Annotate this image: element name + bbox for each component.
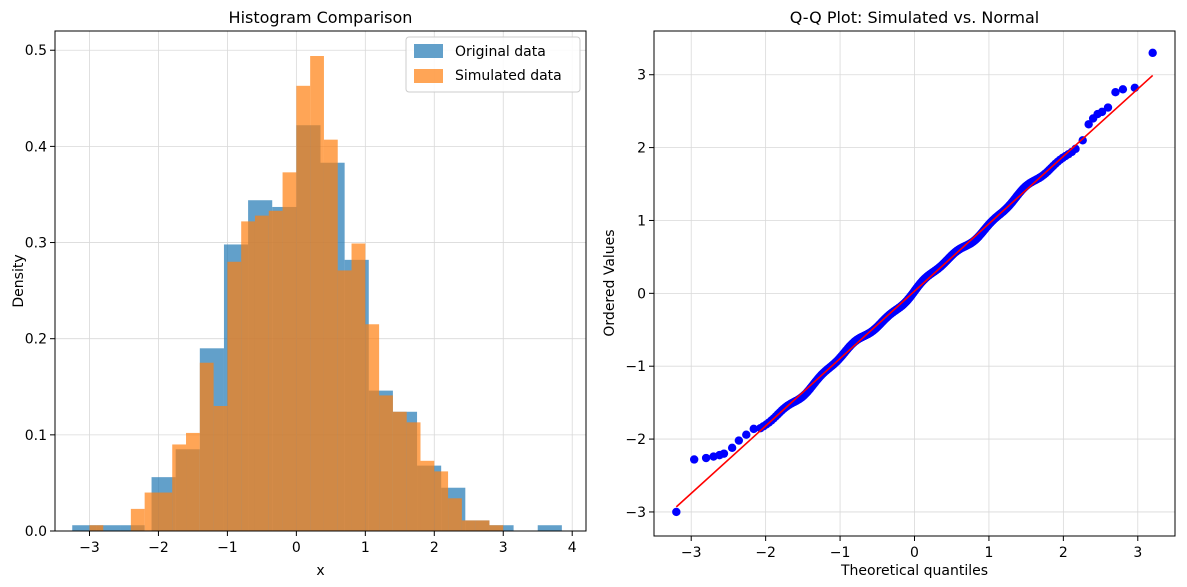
y-tick-label: 0 (637, 286, 646, 302)
simulated-bar (434, 471, 449, 531)
y-tick-label: 0.4 (25, 139, 47, 155)
simulated-bar (461, 520, 476, 531)
x-tick-label: −1 (830, 545, 851, 561)
simulated-bar (241, 221, 255, 531)
simulated-bar (392, 411, 407, 531)
original-bar (96, 525, 121, 531)
simulated-bar (172, 444, 187, 531)
simulated-bar (89, 525, 104, 531)
x-tick-label: −2 (755, 545, 776, 561)
qq-point (742, 430, 751, 439)
simulated-bar (213, 406, 228, 531)
y-tick-label: 2 (637, 141, 646, 157)
x-tick-label: 2 (430, 540, 439, 556)
qq-point (701, 453, 711, 463)
x-tick-label: −3 (79, 540, 100, 556)
qq-point (689, 455, 699, 464)
qq-ticks: −3 −2 −1 0 1 2 3 −3 −2 −1 0 1 2 3 (625, 68, 1142, 561)
simulated-bar (365, 324, 380, 531)
simulated-bar (337, 270, 352, 531)
x-tick-label: 3 (1133, 545, 1142, 561)
simulated-bar (489, 525, 504, 531)
qq-ylabel: Ordered Values (602, 229, 618, 336)
histogram-xlabel: x (316, 563, 324, 579)
y-tick-label: 3 (637, 68, 646, 84)
x-tick-label: 1 (984, 545, 993, 561)
simulated-bar (268, 210, 283, 532)
simulated-bar (186, 432, 200, 531)
y-tick-label: 0.5 (25, 43, 47, 59)
histogram-simulated-bars (89, 56, 504, 532)
x-tick-label: −1 (217, 540, 238, 556)
simulated-bar (475, 520, 490, 531)
qq-point (1097, 107, 1107, 117)
qq-point (1118, 85, 1128, 94)
x-tick-label: −3 (681, 545, 702, 561)
y-tick-label: 1 (637, 213, 646, 229)
simulated-bar (130, 508, 145, 531)
simulated-bar (379, 395, 393, 531)
original-bar (537, 525, 562, 531)
qq-fit-line (675, 74, 1154, 508)
simulated-bar (420, 460, 435, 531)
qq-title: Q-Q Plot: Simulated vs. Normal (790, 8, 1040, 27)
simulated-bar (144, 492, 159, 531)
qq-point (1148, 48, 1157, 58)
simulated-bar (254, 215, 269, 531)
qq-axes: −3 −2 −1 0 1 2 3 −3 −2 −1 0 1 2 3 Q-Q Plot: Simulated… (602, 8, 1176, 579)
qq-point (727, 443, 737, 453)
histogram-ylabel: Density (11, 254, 27, 307)
x-tick-label: 0 (292, 540, 301, 556)
simulated-bar (282, 172, 297, 531)
histogram-ticks: −3 −2 −1 0 1 2 3 4 0.0 0.1 0.2 0.3 0.4 0.5 (25, 43, 577, 556)
x-tick-label: 0 (910, 545, 919, 561)
legend-swatch-simulated (414, 69, 443, 83)
legend-box (405, 36, 581, 93)
y-tick-label: 0.3 (25, 236, 47, 252)
y-tick-label: −2 (625, 432, 646, 448)
simulated-bar (406, 422, 421, 531)
x-tick-label: 4 (568, 540, 577, 556)
simulated-bar (310, 56, 324, 531)
qq-point (719, 449, 729, 458)
y-tick-label: 0.2 (25, 332, 47, 348)
qq-point (749, 424, 758, 434)
y-tick-label: −1 (625, 359, 646, 375)
qq-point (1078, 136, 1087, 145)
qq-point (672, 507, 681, 517)
simulated-bar (323, 139, 338, 531)
y-tick-label: 0.1 (25, 428, 47, 444)
x-tick-label: 2 (1059, 545, 1068, 561)
histogram-title: Histogram Comparison (229, 8, 413, 27)
histogram-legend: Original data Simulated data (405, 36, 581, 93)
simulated-bar (199, 362, 214, 531)
histogram-frame (54, 30, 587, 532)
simulated-bar (158, 492, 173, 531)
qq-point (1103, 103, 1113, 112)
simulated-bar (351, 243, 366, 531)
histogram-axes: −3 −2 −1 0 1 2 3 4 0.0 0.1 0.2 0.3 0.4 0.5 Histogram … (11, 8, 587, 579)
y-tick-label: 0.0 (25, 524, 47, 540)
qq-frame (653, 30, 1176, 537)
qq-point (1084, 120, 1093, 129)
x-tick-label: 3 (499, 540, 508, 556)
original-bar (72, 525, 97, 531)
qq-point (734, 436, 744, 445)
legend-swatch-original (414, 44, 443, 58)
simulated-bar (227, 261, 242, 531)
qq-reference-line (675, 74, 1154, 508)
y-tick-label: −3 (625, 505, 646, 521)
qq-point (1111, 88, 1120, 97)
x-tick-label: 1 (361, 540, 370, 556)
legend-label-original: Original data (455, 44, 546, 60)
qq-grid (654, 31, 1175, 536)
simulated-bar (448, 498, 462, 531)
simulated-bar (296, 85, 311, 532)
legend-label-simulated: Simulated data (455, 68, 562, 84)
qq-xlabel: Theoretical quantiles (840, 563, 988, 579)
x-tick-label: −2 (148, 540, 169, 556)
